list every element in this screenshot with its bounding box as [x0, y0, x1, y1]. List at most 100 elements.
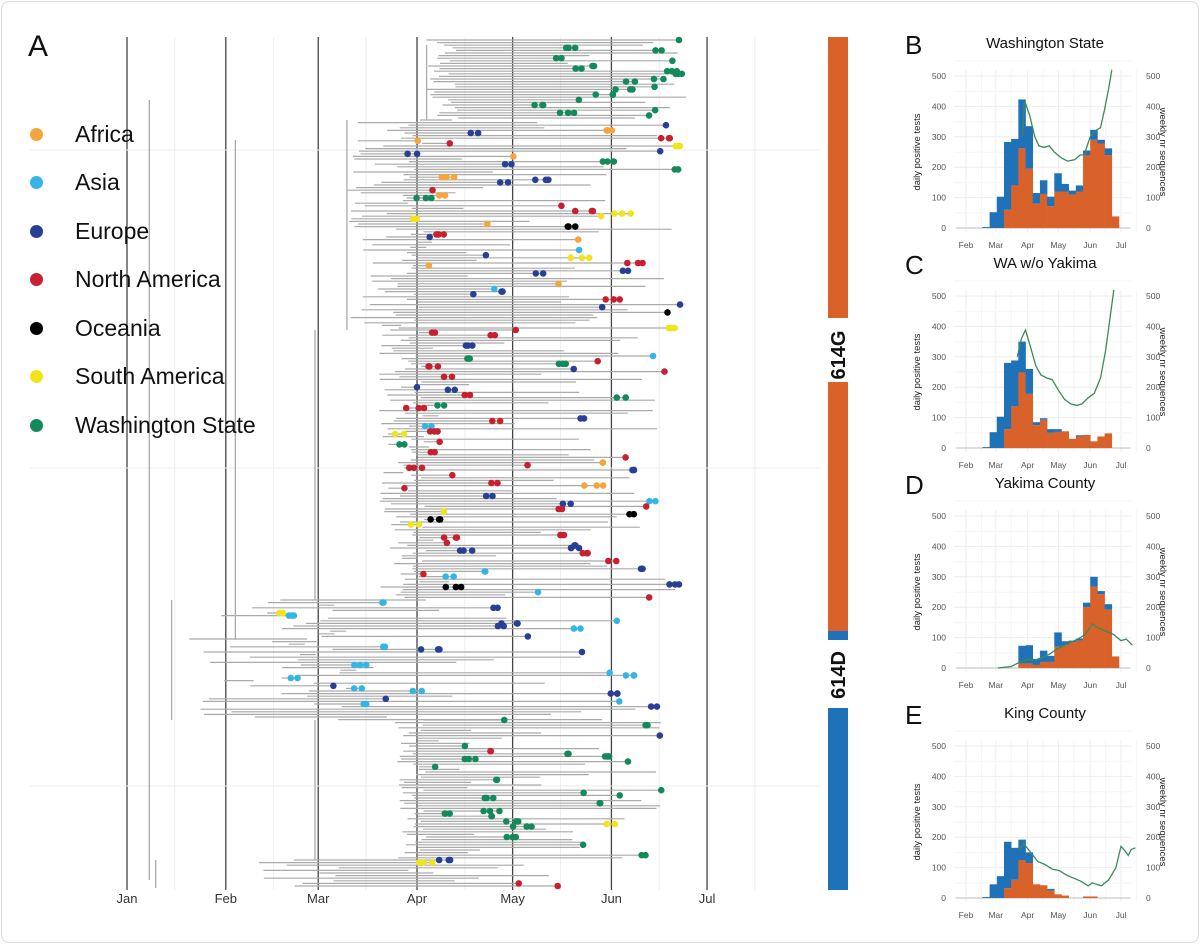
tip-point [481, 794, 489, 802]
tip-point [414, 137, 422, 145]
tip-point [417, 646, 425, 653]
tip-point [592, 91, 600, 98]
x-tick-label: May [500, 891, 525, 906]
y-tick-label: 300 [932, 352, 946, 362]
x-tick-label: Jun [601, 891, 622, 906]
tip-point [669, 57, 676, 65]
bar-segment [989, 432, 998, 448]
tip-point [656, 147, 664, 155]
tip-point [509, 823, 517, 830]
tip-point [564, 109, 572, 117]
bar-segment [1111, 216, 1120, 228]
tip-point [571, 207, 579, 215]
tip-point [559, 500, 567, 508]
bar-segment [1018, 341, 1026, 373]
tip-point [498, 288, 505, 295]
panel-d-chart: Feb Mar Apr May Jun Jul 0 0 100 100 200 200 300 300 40… [900, 470, 1190, 695]
bar-segment [996, 416, 1005, 448]
y-tick-label: 100 [932, 413, 946, 423]
x-tick-label: Feb [215, 891, 237, 906]
tip-point [431, 763, 439, 771]
y-tick-label: 400 [932, 771, 946, 781]
tip-point [461, 755, 469, 763]
legend-item-africa: Africa [30, 110, 256, 159]
tip-point [480, 807, 487, 815]
x-tick-label: Jul [699, 891, 716, 906]
tip-point [651, 106, 659, 114]
tip-point [675, 142, 682, 150]
bar-segment [1025, 663, 1034, 668]
bar-segment [1047, 890, 1055, 898]
tip-point [434, 363, 442, 370]
tip-point [593, 482, 601, 489]
tip-point [461, 742, 469, 750]
bar-segment [1061, 645, 1069, 668]
tip-point [496, 807, 503, 815]
tip-point [581, 482, 588, 489]
tip-point [330, 682, 337, 690]
tip-point [645, 112, 653, 119]
tip-point [500, 622, 508, 630]
tip-point [624, 259, 631, 267]
bar-segment [1047, 661, 1055, 668]
tip-point [580, 789, 587, 797]
tip-point [601, 753, 609, 760]
tip-point [667, 324, 675, 332]
tip-point [616, 296, 624, 303]
tip-point [427, 516, 434, 523]
y-tick-label: 200 [932, 832, 946, 842]
tip-point [435, 856, 443, 864]
tip-point [572, 65, 579, 72]
tip-point [426, 428, 434, 435]
x-tick-label: Mar [307, 891, 330, 906]
tip-point [446, 810, 453, 817]
tip-point [534, 588, 542, 596]
tip-point [513, 620, 521, 627]
tip-point [652, 47, 659, 54]
tip-point [434, 402, 441, 409]
legend-label: Africa [75, 120, 134, 147]
bar-segment [1039, 885, 1048, 898]
panel-c-chart: Feb Mar Apr May Jun Jul 0 0 100 100 200 200 300 300 40… [900, 250, 1190, 475]
region-legend: Africa Asia Europe North America Oceania Sout… [30, 110, 256, 450]
tip-point [524, 633, 532, 640]
tip-point [440, 534, 448, 541]
y2-tick-label: 300 [1146, 132, 1160, 142]
bar-segment [1068, 194, 1077, 228]
tip-point [557, 531, 565, 539]
tip-point [599, 459, 607, 466]
y2-tick-label: 500 [1146, 71, 1160, 81]
tip-point [449, 471, 456, 479]
bar-segment [1054, 894, 1062, 898]
bar-segment [1025, 393, 1034, 448]
tip-point [567, 544, 575, 552]
y2-tick-label: 200 [1146, 832, 1160, 842]
tip-point [427, 448, 435, 456]
bar-segment [1104, 433, 1113, 448]
bar-segment [1039, 419, 1048, 448]
tip-point [629, 466, 636, 474]
tip-point [509, 833, 517, 841]
y2-axis-label: weekly nr sequences [1157, 547, 1168, 637]
tip-point [487, 747, 494, 755]
bar-segment [1083, 434, 1091, 448]
bar-segment [1047, 429, 1055, 433]
bar-segment [1054, 632, 1062, 647]
tip-point [468, 547, 476, 554]
tip-point [672, 70, 679, 78]
tip-point [443, 539, 451, 547]
x-tick-label: Apr [1021, 680, 1034, 690]
tip-point [666, 581, 673, 588]
tip-point [638, 851, 645, 859]
tip-point [420, 404, 428, 412]
bar-segment [1032, 193, 1041, 204]
tip-point [396, 441, 403, 448]
tip-point [564, 223, 572, 230]
bar-segment [1025, 645, 1034, 664]
tip-point [652, 497, 659, 505]
bar-segment [1039, 418, 1048, 420]
tip-point [664, 309, 671, 316]
bar-segment [1047, 888, 1055, 891]
tip-point [660, 75, 667, 83]
